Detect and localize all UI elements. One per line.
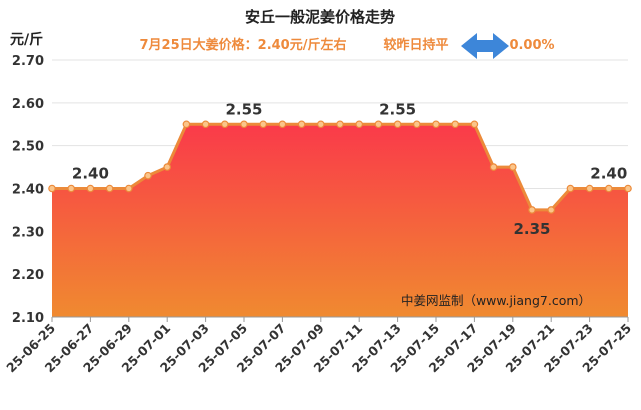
- data-point: [355, 120, 364, 129]
- y-tick-label: 2.60: [12, 97, 44, 112]
- data-point: [163, 163, 172, 171]
- chart-title: 安丘一般泥姜价格走势: [245, 8, 395, 26]
- data-label: 2.35: [513, 220, 550, 238]
- data-point: [316, 120, 325, 129]
- data-point: [67, 184, 76, 193]
- data-point: [528, 206, 536, 214]
- data-label: 2.40: [72, 165, 109, 183]
- data-points: [48, 120, 632, 214]
- data-point: [432, 120, 440, 129]
- data-point: [201, 120, 210, 129]
- data-point: [48, 184, 56, 193]
- data-point: [259, 120, 268, 129]
- data-point: [86, 184, 95, 193]
- data-point: [489, 163, 498, 171]
- data-point: [278, 120, 287, 129]
- data-point: [585, 184, 594, 193]
- x-axis-tick-marks: [51, 317, 629, 322]
- data-point: [125, 184, 133, 193]
- x-axis-labels: 25-06-2525-06-2725-06-2925-07-0125-07-03…: [3, 321, 634, 376]
- data-point: [144, 171, 152, 180]
- y-tick-label: 2.50: [12, 140, 44, 155]
- data-point: [374, 120, 383, 129]
- data-labels: 2.40 2.55 2.55 2.35 2.40: [72, 100, 627, 238]
- y-tick-label: 2.30: [12, 225, 44, 240]
- change-percent: 0.00%: [509, 38, 554, 53]
- watermark: 中姜网监制（www.jiang7.com）: [401, 293, 591, 308]
- left-right-arrow-icon: [461, 33, 509, 59]
- data-point: [566, 184, 575, 193]
- data-point: [336, 120, 344, 129]
- data-label: 2.55: [379, 100, 416, 118]
- y-axis-unit: 元/斤: [10, 31, 43, 48]
- data-point: [508, 163, 517, 171]
- data-point: [604, 184, 613, 193]
- y-tick-label: 2.40: [12, 183, 44, 198]
- compare-text: 较昨日持平: [383, 37, 448, 53]
- price-area: [52, 124, 628, 317]
- data-point: [105, 184, 114, 193]
- data-label: 2.40: [590, 165, 627, 183]
- y-tick-label: 2.10: [12, 311, 44, 326]
- data-point: [470, 120, 479, 129]
- data-point: [221, 120, 229, 129]
- y-tick-label: 2.70: [12, 54, 44, 69]
- y-axis-ticks: 2.10 2.20 2.30 2.40 2.50 2.60 2.70: [12, 54, 44, 326]
- price-text: 7月25日大姜价格：2.40元/斤左右: [140, 37, 347, 53]
- y-tick-label: 2.20: [12, 268, 44, 283]
- data-point: [412, 120, 421, 129]
- data-point: [297, 120, 306, 129]
- data-point: [182, 120, 191, 129]
- data-point: [624, 184, 632, 193]
- data-point: [393, 120, 402, 129]
- data-point: [547, 206, 556, 214]
- data-label: 2.55: [225, 100, 262, 118]
- data-point: [240, 120, 248, 129]
- data-point: [451, 120, 460, 129]
